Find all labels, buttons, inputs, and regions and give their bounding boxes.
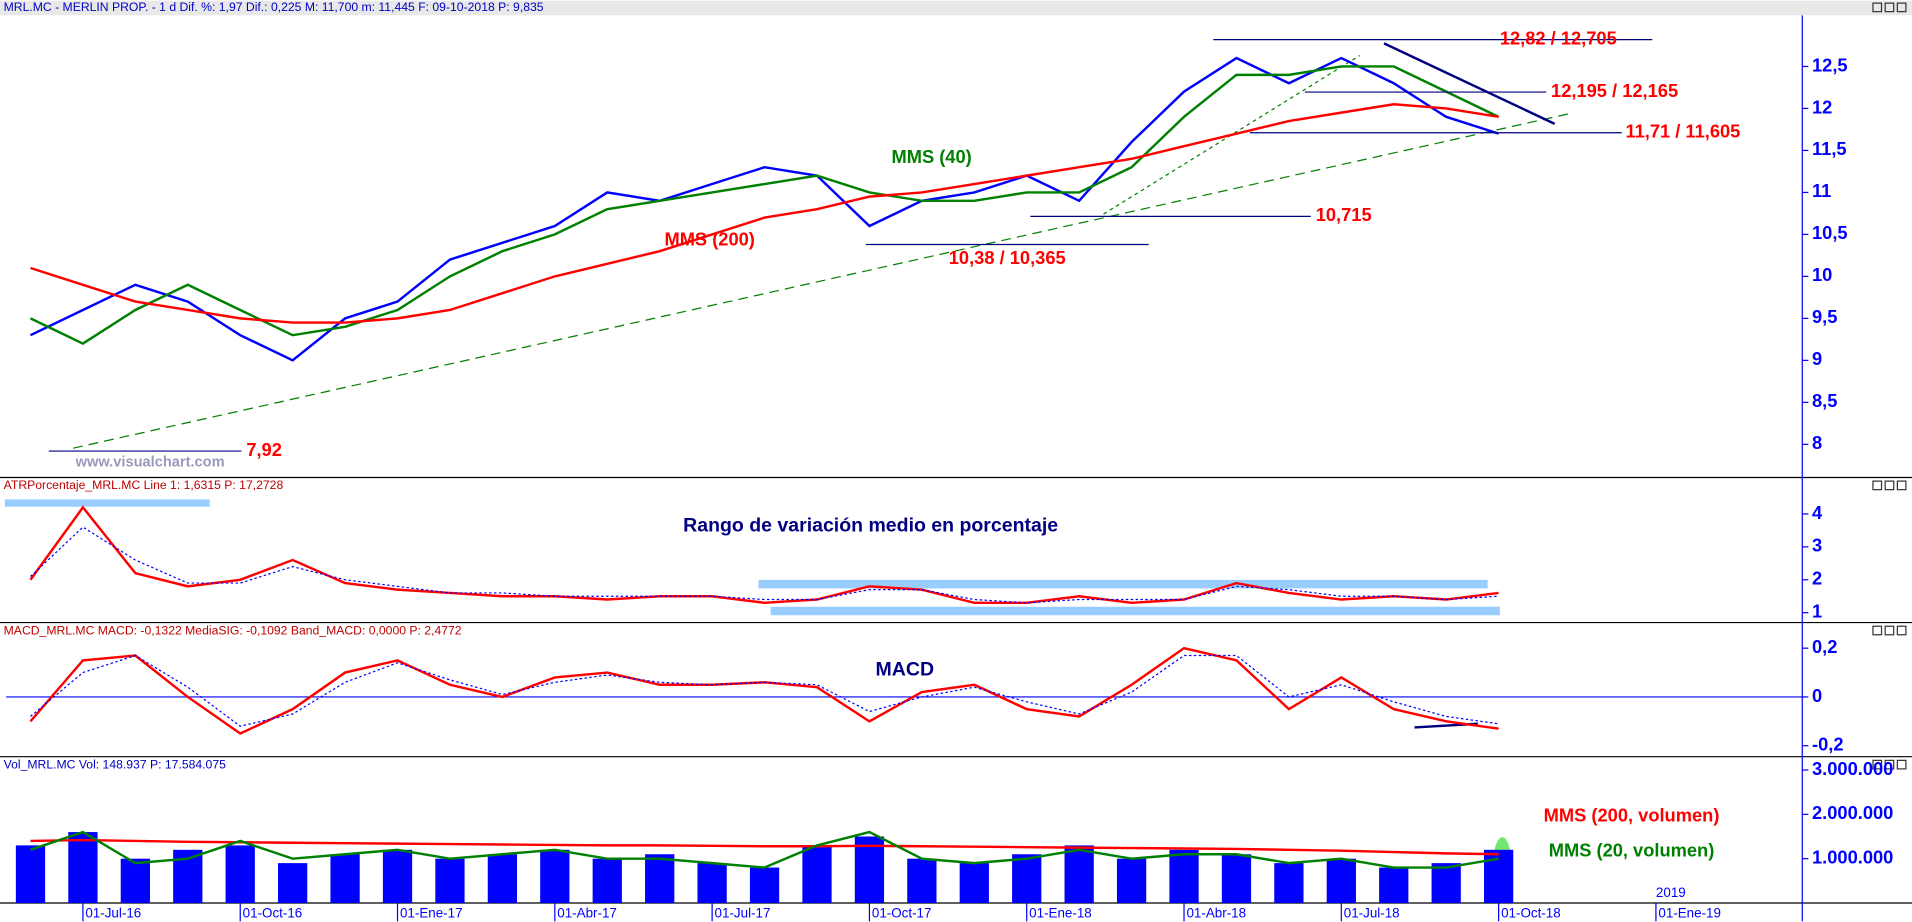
panel-title: MACD	[876, 658, 935, 680]
volume-bar	[1221, 854, 1252, 904]
year-label: 2019	[1656, 885, 1686, 900]
y-tick-label: 12,5	[1812, 54, 1848, 75]
level-label: 12,82 / 12,705	[1500, 27, 1617, 48]
x-tick-label: 01-Oct-17	[872, 906, 932, 921]
x-tick-label: 01-Jul-16	[85, 906, 141, 921]
level-label: 11,71 / 11,605	[1625, 121, 1740, 142]
volume-bar	[854, 836, 885, 904]
window-buttons[interactable]	[1872, 2, 1907, 770]
volume-bar	[749, 867, 780, 904]
volume-bar	[959, 863, 989, 904]
panel-title: Rango de variación medio en porcentaje	[683, 514, 1058, 536]
volume-bar	[802, 845, 832, 904]
volume-bar	[592, 858, 622, 904]
volume-bar	[68, 832, 98, 904]
x-tick-label: 01-Oct-16	[243, 906, 303, 921]
highlight-band	[758, 579, 1488, 589]
header: Vol_MRL.MC Vol: 148.937 P: 17.584.075	[4, 757, 226, 771]
x-tick-label: 01-Ene-18	[1029, 906, 1092, 921]
series-label: MMS (40)	[891, 146, 971, 167]
volume-bar	[435, 858, 465, 904]
level-label: 12,195 / 12,165	[1551, 80, 1678, 101]
header-bar	[0, 0, 1912, 16]
y-tick-label: 0,2	[1812, 636, 1837, 657]
volume-bar	[907, 858, 937, 904]
y-tick-label: 3	[1812, 535, 1822, 556]
x-tick-label: 01-Ene-17	[400, 906, 463, 921]
y-tick-label: 4	[1812, 502, 1823, 523]
volume-bar	[1326, 858, 1356, 904]
y-tick-label: 2.000.000	[1812, 802, 1893, 823]
level-label: 10,715	[1316, 204, 1372, 225]
trend-line	[1103, 55, 1360, 215]
volume-bar	[225, 845, 255, 904]
volume-bar	[1169, 849, 1199, 904]
volume-bar	[1064, 845, 1094, 904]
header: MACD_MRL.MC MACD: -0,1322 MediaSIG: -0,1…	[4, 623, 462, 637]
y-tick-label: 8,5	[1812, 390, 1837, 411]
volume-bar	[1379, 867, 1409, 904]
volume-bar	[382, 849, 413, 904]
volume-bar	[1274, 863, 1304, 904]
volume-bar	[645, 854, 675, 904]
series-line	[30, 654, 1499, 727]
series-line	[29, 56, 1499, 362]
volume-bar	[1431, 863, 1461, 904]
volume-bar	[487, 854, 518, 904]
volume-bar	[278, 863, 308, 904]
highlight-band	[770, 606, 1500, 616]
y-tick-label: -0,2	[1812, 734, 1844, 755]
y-tick-label: 12	[1812, 96, 1832, 117]
level-label: 10,38 / 10,365	[949, 247, 1066, 268]
series-label: MMS (200, volumen)	[1544, 804, 1720, 825]
y-tick-label: 3.000.000	[1812, 758, 1893, 779]
series-line	[29, 65, 1500, 345]
trend-line	[73, 112, 1574, 449]
header-bar	[0, 478, 1912, 494]
volume-bar	[1116, 858, 1147, 904]
x-tick-label: 01-Oct-18	[1501, 906, 1561, 921]
series-line	[30, 838, 1499, 856]
y-tick-label: 2	[1812, 568, 1822, 589]
trend-line	[1383, 42, 1556, 125]
series-line	[29, 505, 1499, 605]
volume-bar	[697, 863, 727, 904]
x-tick-label: 01-Ene-19	[1658, 906, 1721, 921]
x-tick-label: 01-Jul-18	[1344, 906, 1400, 921]
y-tick-label: 8	[1812, 432, 1822, 453]
header: MRL.MC - MERLIN PROP. - 1 d Dif. %: 1,97…	[4, 0, 544, 14]
x-tick-label: 01-Abr-18	[1186, 906, 1246, 921]
volume-bar	[330, 854, 360, 904]
y-tick-label: 10	[1812, 264, 1832, 285]
series-line	[30, 526, 1499, 604]
y-tick-label: 1.000.000	[1812, 847, 1893, 868]
series-label: MMS (200)	[664, 229, 754, 250]
level-label: 7,92	[246, 439, 282, 460]
highlight-band	[4, 499, 210, 507]
x-tick-label: 01-Jul-17	[715, 906, 771, 921]
y-tick-label: 11	[1812, 180, 1831, 201]
series-line	[30, 103, 1499, 324]
y-tick-label: 10,5	[1812, 222, 1848, 243]
volume-bar	[1012, 854, 1042, 904]
volume-bar	[15, 845, 46, 904]
y-tick-label: 9	[1812, 348, 1822, 369]
x-tick-label: 01-Abr-17	[557, 906, 617, 921]
y-tick-label: 1	[1812, 601, 1822, 622]
y-tick-label: 0	[1812, 685, 1822, 706]
header: ATRPorcentaje_MRL.MC Line 1: 1,6315 P: 1…	[4, 478, 284, 492]
series-line	[30, 830, 1499, 869]
volume-bar	[1483, 849, 1514, 904]
volume-bar	[540, 849, 570, 904]
watermark: www.visualchart.com	[75, 455, 225, 471]
series-label: MMS (20, volumen)	[1549, 840, 1715, 861]
y-tick-label: 11,5	[1812, 138, 1847, 159]
y-tick-label: 9,5	[1812, 306, 1837, 327]
volume-bar	[120, 858, 150, 904]
